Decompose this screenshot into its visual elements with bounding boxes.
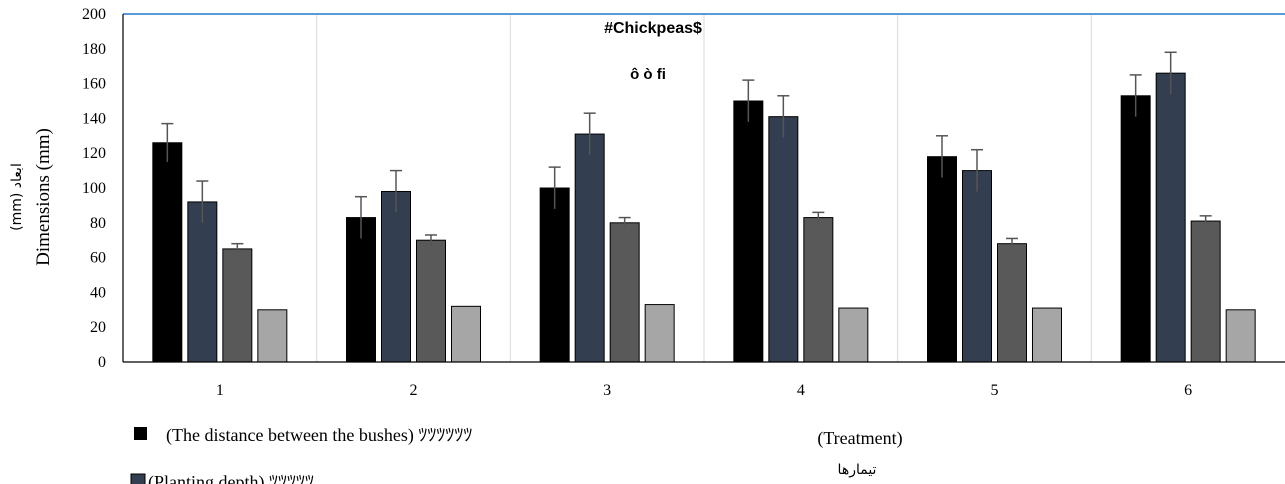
- x-tick-label: 3: [603, 382, 611, 399]
- bar-series3-cat3: [609, 222, 640, 363]
- bar-series3-cat6: [1190, 220, 1221, 363]
- y-tick-label: 180: [82, 41, 106, 58]
- bar-series4-cat4: [838, 307, 869, 363]
- x-tick-label: 4: [797, 382, 805, 399]
- y-tick-label: 120: [82, 145, 106, 162]
- x-tick-label: 2: [410, 382, 418, 399]
- legend-label-depth: (Planting depth) ﾂﾂﾂﾂﾂ: [148, 472, 314, 484]
- bar-series4-cat6: [1225, 309, 1256, 363]
- bar-series2-cat5: [962, 170, 992, 363]
- bar-series1-cat5: [927, 156, 957, 363]
- bar-series4-cat3: [644, 304, 675, 363]
- legend-swatch-depth: [130, 473, 146, 484]
- x-tick-labels: 1 2 3 4 5 6: [216, 382, 1192, 399]
- legend-label-bushes: (The distance between the bushes) ﾂﾂﾂﾂﾂﾂ: [166, 425, 472, 446]
- error-bars: [161, 51, 1212, 255]
- y-tick-label: 160: [82, 76, 106, 93]
- bar-series3-cat4: [803, 217, 834, 363]
- x-tick-label: 5: [991, 382, 999, 399]
- y-tick-labels: 0 20 40 60 80 100 120 140 160 180 200: [82, 6, 106, 371]
- bar-series2-cat6: [1155, 72, 1186, 363]
- x-tick-label: 6: [1184, 382, 1192, 399]
- gridlines: [316, 14, 1092, 362]
- x-axis-title-secondary: تیمارها: [838, 462, 877, 478]
- bar-series3-cat5: [997, 243, 1027, 363]
- bar-series2-cat2: [381, 190, 411, 363]
- bar-series1-cat6: [1120, 95, 1151, 363]
- bar-series2-cat1: [187, 201, 218, 363]
- bar-series3-cat2: [416, 239, 446, 363]
- y-tick-label: 100: [82, 180, 106, 197]
- x-axis-title: (Treatment): [817, 428, 902, 449]
- bar-series2-cat3: [574, 133, 605, 363]
- bar-series1-cat3: [539, 187, 570, 363]
- y-tick-label: 200: [82, 6, 106, 23]
- bar-series3-cat1: [222, 248, 253, 363]
- y-tick-label: 80: [90, 215, 106, 232]
- bar-series4-cat2: [451, 305, 481, 363]
- bar-series2-cat4: [768, 116, 799, 363]
- y-axis-title: Dimensions (mm): [33, 128, 54, 266]
- y-axis-title-secondary: (mm) ابعاد: [9, 163, 25, 231]
- legend: (The distance between the bushes) ﾂﾂﾂﾂﾂﾂ…: [130, 425, 472, 484]
- bar-series1-cat2: [346, 217, 376, 363]
- bar-series4-cat1: [257, 309, 288, 363]
- y-tick-label: 140: [82, 110, 106, 127]
- bar-series4-cat5: [1032, 307, 1062, 363]
- x-tick-label: 1: [216, 382, 224, 399]
- bar-series1-cat1: [152, 142, 183, 363]
- y-tick-label: 20: [90, 319, 106, 336]
- y-tick-label: 40: [90, 284, 106, 301]
- bars: [152, 72, 1256, 363]
- y-tick-label: 0: [98, 354, 106, 371]
- y-tick-label: 60: [90, 250, 106, 267]
- bar-series1-cat4: [733, 100, 764, 363]
- legend-swatch-bushes: [134, 427, 147, 440]
- chart-title: #Chickpeas$: [604, 20, 702, 37]
- chart-subtitle: ô ò fi: [630, 66, 666, 83]
